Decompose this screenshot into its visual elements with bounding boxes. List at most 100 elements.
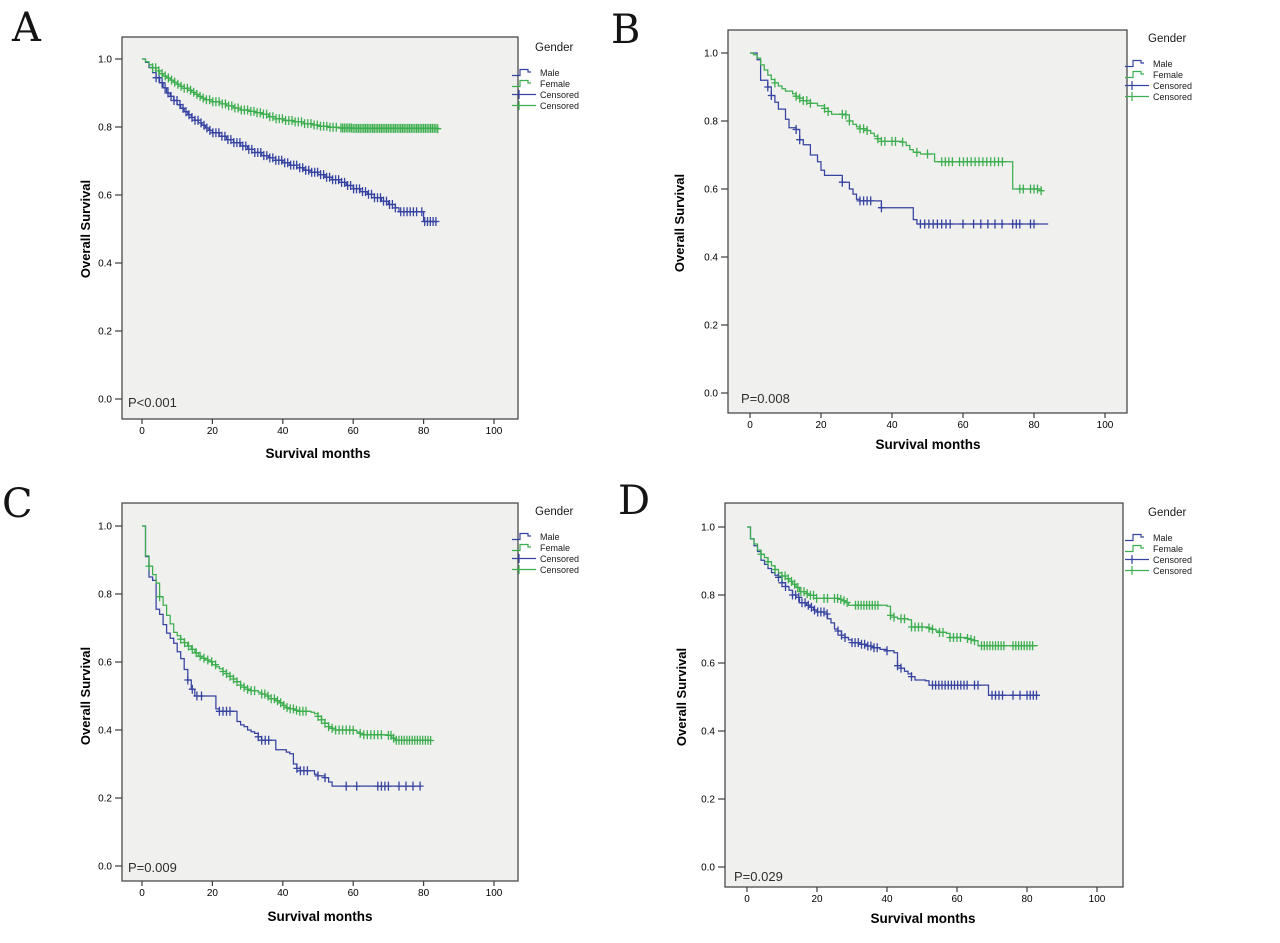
panel-D-plot: 1.0 0.8 0.6 0.4 0.2 0.0 0 20 40 60 80 100 xyxy=(701,502,1124,905)
legend-item-label: Female xyxy=(1153,543,1184,554)
svg-text:0.6: 0.6 xyxy=(98,658,112,669)
legend-item-female: Female xyxy=(511,542,636,553)
svg-text:0.4: 0.4 xyxy=(704,253,718,264)
svg-text:60: 60 xyxy=(957,420,969,431)
male-censored-plus-glyph xyxy=(1125,555,1149,564)
svg-text:60: 60 xyxy=(951,894,963,905)
legend-item-label: Male xyxy=(1153,532,1173,543)
legend-item-female: Female xyxy=(1124,69,1249,80)
legend-item-label: Censored xyxy=(1153,554,1193,565)
svg-text:0.2: 0.2 xyxy=(98,327,112,338)
svg-text:0.6: 0.6 xyxy=(701,659,715,670)
x-axis-title-c: Survival months xyxy=(267,909,373,924)
legend-item-label: Male xyxy=(540,531,560,542)
svg-text:1.0: 1.0 xyxy=(701,523,715,534)
male-censored-plus-glyph xyxy=(512,554,536,563)
y-axis-title-d: Overall Survival xyxy=(674,647,689,747)
legend-item-censored-male: Censored xyxy=(511,553,636,564)
svg-text:0: 0 xyxy=(139,426,145,437)
panel-C-plot: 1.0 0.8 0.6 0.4 0.2 0.0 0 20 40 60 80 100 xyxy=(98,502,519,899)
legend-a: Gender Male Female Censored Censored xyxy=(511,42,636,111)
svg-text:0.2: 0.2 xyxy=(704,321,718,332)
svg-text:1.0: 1.0 xyxy=(98,55,112,66)
svg-text:80: 80 xyxy=(1028,420,1040,431)
svg-text:0.0: 0.0 xyxy=(701,863,715,874)
legend-c: Gender Male Female Censored Censored xyxy=(511,506,636,575)
male-step-line-glyph xyxy=(1125,533,1144,542)
male-step-line-glyph xyxy=(1125,59,1144,68)
legend-item-label: Censored xyxy=(540,564,580,575)
svg-text:60: 60 xyxy=(348,426,360,437)
male-censored-plus-glyph xyxy=(1125,81,1149,90)
legend-item-female: Female xyxy=(511,78,636,89)
svg-text:100: 100 xyxy=(1097,420,1114,431)
male-step-line-glyph xyxy=(512,68,531,77)
panel-label-a: A xyxy=(12,5,41,51)
legend-item-censored-female: Censored xyxy=(511,564,636,575)
svg-text:0.0: 0.0 xyxy=(98,395,112,406)
female-step-line-glyph xyxy=(1125,544,1144,553)
svg-text:0.0: 0.0 xyxy=(98,862,112,873)
svg-text:0.2: 0.2 xyxy=(98,794,112,805)
female-step-line-glyph xyxy=(1125,70,1144,79)
y-axis-title-b: Overall Survival xyxy=(672,173,687,273)
legend-d: Gender Male Female Censored Censored xyxy=(1124,507,1249,576)
panel-label-c: C xyxy=(2,481,33,527)
panel-label-b: B xyxy=(611,7,641,53)
legend-item-label: Censored xyxy=(540,89,580,100)
male-step-line-glyph xyxy=(512,532,531,541)
x-axis-title-a: Survival months xyxy=(265,446,371,461)
legend-item-male: Male xyxy=(511,67,636,78)
y-axis-title-a: Overall Survival xyxy=(78,179,93,279)
y-axis-title-c: Overall Survival xyxy=(78,646,93,746)
legend-item-label: Female xyxy=(540,542,571,553)
legend-title: Gender xyxy=(1148,33,1187,45)
svg-text:0: 0 xyxy=(139,888,145,899)
svg-text:40: 40 xyxy=(881,894,893,905)
legend-b: Gender Male Female Censored Censored xyxy=(1124,33,1249,102)
p-value-b: P=0.008 xyxy=(741,391,790,406)
svg-text:40: 40 xyxy=(277,426,289,437)
svg-text:0.4: 0.4 xyxy=(701,727,715,738)
svg-text:0.8: 0.8 xyxy=(98,123,112,134)
panel-A-plot: 1.0 0.8 0.6 0.4 0.2 0.0 0 20 40 60 80 100 xyxy=(98,36,519,437)
svg-text:0.8: 0.8 xyxy=(704,117,718,128)
svg-text:0.4: 0.4 xyxy=(98,726,112,737)
legend-item-label: Censored xyxy=(540,100,580,111)
svg-text:20: 20 xyxy=(207,426,219,437)
svg-text:100: 100 xyxy=(1089,894,1106,905)
svg-text:0.0: 0.0 xyxy=(704,389,718,400)
svg-text:0.6: 0.6 xyxy=(704,185,718,196)
x-axis-title-b: Survival months xyxy=(875,437,981,452)
svg-text:40: 40 xyxy=(277,888,289,899)
female-step-line-glyph xyxy=(512,543,531,552)
legend-item-censored-male: Censored xyxy=(1124,554,1249,565)
svg-text:100: 100 xyxy=(486,426,503,437)
legend-item-label: Female xyxy=(1153,69,1184,80)
svg-text:0.2: 0.2 xyxy=(701,795,715,806)
p-value-d: P=0.029 xyxy=(734,869,783,884)
legend-title: Gender xyxy=(535,506,574,518)
svg-text:0: 0 xyxy=(747,420,753,431)
svg-text:20: 20 xyxy=(815,420,827,431)
legend-item-label: Censored xyxy=(1153,565,1193,576)
female-censored-plus-glyph xyxy=(1125,566,1149,575)
legend-item-male: Male xyxy=(1124,532,1249,543)
legend-item-male: Male xyxy=(1124,58,1249,69)
legend-item-label: Male xyxy=(1153,58,1173,69)
svg-text:0.6: 0.6 xyxy=(98,191,112,202)
legend-item-label: Censored xyxy=(1153,80,1193,91)
legend-item-censored-male: Censored xyxy=(511,89,636,100)
female-censored-plus-glyph xyxy=(1125,92,1149,101)
legend-item-male: Male xyxy=(511,531,636,542)
panel-B-plot: 1.0 0.8 0.6 0.4 0.2 0.0 0 20 40 60 80 100 xyxy=(704,29,1128,431)
panel-label-d: D xyxy=(618,478,651,524)
legend-item-censored-female: Censored xyxy=(1124,565,1249,576)
legend-item-label: Censored xyxy=(1153,91,1193,102)
svg-text:100: 100 xyxy=(486,888,503,899)
svg-text:1.0: 1.0 xyxy=(98,522,112,533)
svg-text:80: 80 xyxy=(1021,894,1033,905)
svg-text:40: 40 xyxy=(886,420,898,431)
